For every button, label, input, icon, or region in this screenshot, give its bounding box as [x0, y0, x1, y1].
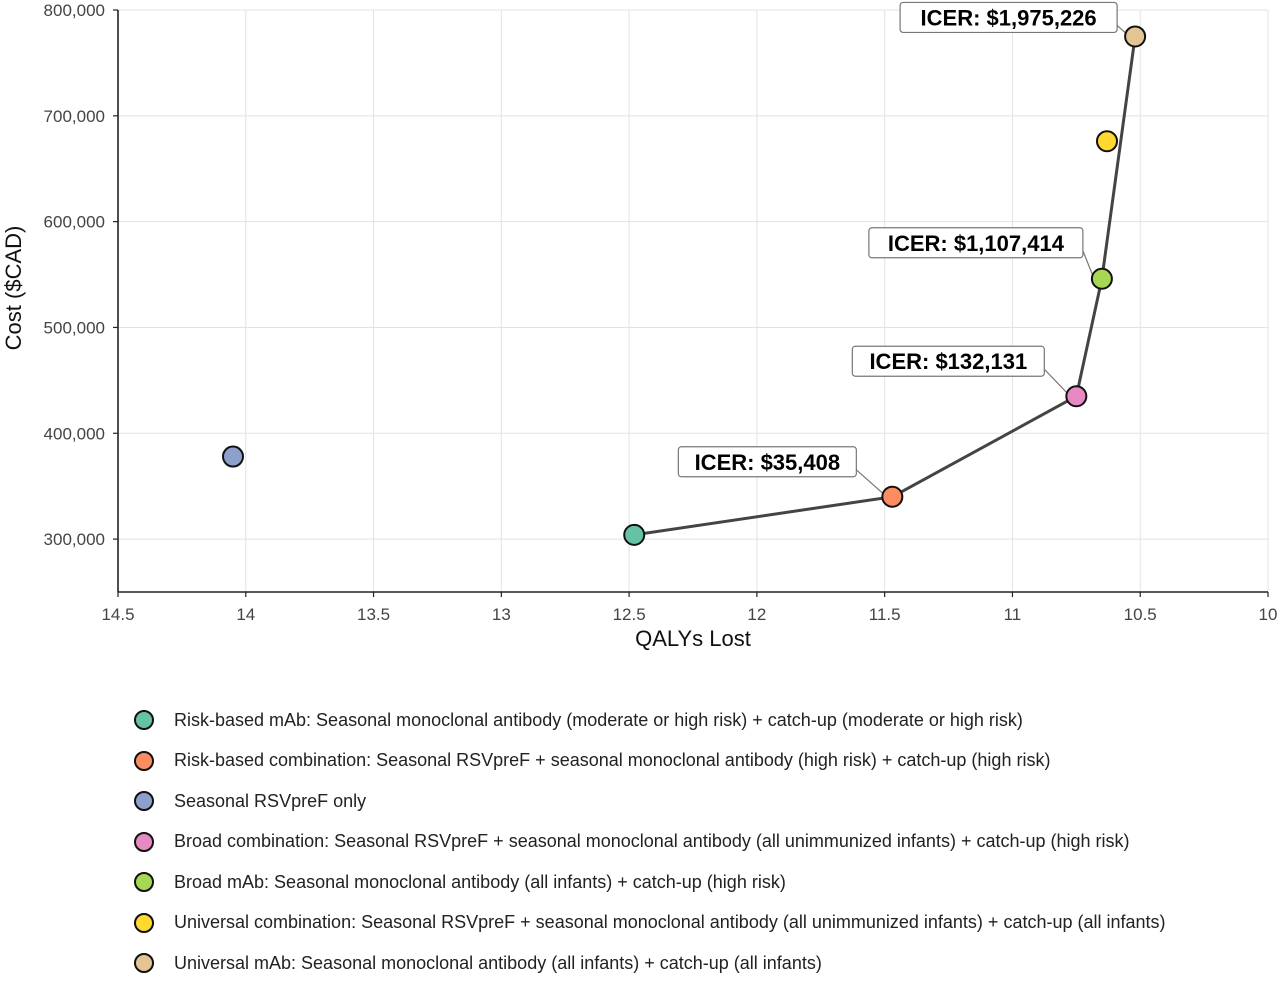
legend-label: Universal combination: Seasonal RSVpreF …: [174, 912, 1166, 933]
legend-item: Seasonal RSVpreF only: [134, 781, 1274, 822]
legend-item: Risk-based combination: Seasonal RSVpreF…: [134, 741, 1274, 782]
legend: Risk-based mAb: Seasonal monoclonal anti…: [134, 700, 1274, 984]
icer-label-box: [677, 446, 857, 478]
legend-item: Universal mAb: Seasonal monoclonal antib…: [134, 943, 1274, 984]
data-point: [1124, 25, 1147, 48]
annotation-leader-line: [855, 469, 884, 495]
legend-label: Broad combination: Seasonal RSVpreF + se…: [174, 831, 1130, 852]
y-tick-label: 500,000: [44, 318, 105, 337]
y-tick-label: 400,000: [44, 424, 105, 443]
legend-item: Broad mAb: Seasonal monoclonal antibody …: [134, 862, 1274, 903]
cost-effectiveness-chart: 14.5 14 13.5 13 12.5 12 11.5 11 10.5 10 300,000 400…: [1, 1, 1278, 651]
y-tick-label: 700,000: [44, 107, 105, 126]
legend-swatch: [134, 912, 154, 933]
annotation-leaders: [855, 25, 1127, 495]
y-tick-label: 300,000: [44, 530, 105, 549]
data-point: [881, 485, 904, 508]
x-tick-label: 13: [492, 605, 511, 624]
legend-label: Seasonal RSVpreF only: [174, 790, 367, 811]
x-tick-label: 11: [1004, 605, 1022, 624]
legend-swatch: [134, 831, 154, 852]
x-tick-label: 14: [236, 605, 255, 624]
y-tick-label: 600,000: [44, 213, 105, 232]
legend-swatch: [134, 872, 154, 893]
legend-swatch: [134, 953, 154, 974]
data-point: [222, 445, 244, 468]
data-point: [1090, 267, 1113, 290]
x-tick-label: 14.5: [101, 605, 134, 624]
legend-swatch: [134, 710, 154, 731]
legend-item: Risk-based mAb: Seasonal monoclonal anti…: [134, 700, 1274, 741]
legend-label: Risk-based mAb: Seasonal monoclonal anti…: [174, 709, 1023, 730]
x-tick-label: 10.5: [1124, 605, 1157, 624]
x-tick-label: 12.5: [613, 605, 646, 624]
x-tick-label: 13.5: [357, 605, 390, 624]
y-tick-label: 800,000: [44, 1, 105, 20]
icer-label: ICER: $1,107,414: [888, 231, 1065, 256]
data-point: [1096, 130, 1118, 153]
annotation-leader-line: [1043, 368, 1068, 394]
y-axis-title: Cost ($CAD): [1, 226, 26, 351]
icer-annotations: ICER: $35,408 ICER: $132,131 ICER: $1,107,…: [677, 1, 1118, 478]
annotation-leader-line: [1116, 25, 1127, 34]
icer-label: ICER: $35,408: [695, 450, 841, 475]
x-axis-title: QALYs Lost: [635, 626, 751, 651]
data-points: [222, 25, 1147, 546]
grid: [117, 9, 1269, 592]
data-point: [623, 523, 646, 546]
legend-swatch: [134, 791, 154, 812]
x-tick-label: 12: [747, 605, 766, 624]
legend-label: Universal mAb: Seasonal monoclonal antib…: [174, 952, 822, 973]
legend-label: Broad mAb: Seasonal monoclonal antibody …: [174, 871, 786, 892]
icer-label-box: [899, 1, 1118, 34]
ticks: 14.5 14 13.5 13 12.5 12 11.5 11 10.5 10 300,000 400…: [44, 1, 1278, 624]
legend-label: Risk-based combination: Seasonal RSVpreF…: [174, 750, 1051, 771]
x-tick-label: 11.5: [869, 605, 901, 624]
data-point: [1065, 385, 1088, 408]
legend-swatch: [134, 750, 154, 771]
icer-label-box: [851, 345, 1045, 377]
icer-label-box: [868, 227, 1084, 259]
x-tick-label: 10: [1259, 605, 1278, 624]
legend-item: Broad combination: Seasonal RSVpreF + se…: [134, 822, 1274, 863]
annotation-leader-line: [1082, 250, 1094, 277]
legend-item: Universal combination: Seasonal RSVpreF …: [134, 903, 1274, 944]
icer-label: ICER: $1,975,226: [921, 5, 1097, 30]
axes: [117, 10, 1268, 593]
icer-label: ICER: $132,131: [869, 349, 1027, 374]
